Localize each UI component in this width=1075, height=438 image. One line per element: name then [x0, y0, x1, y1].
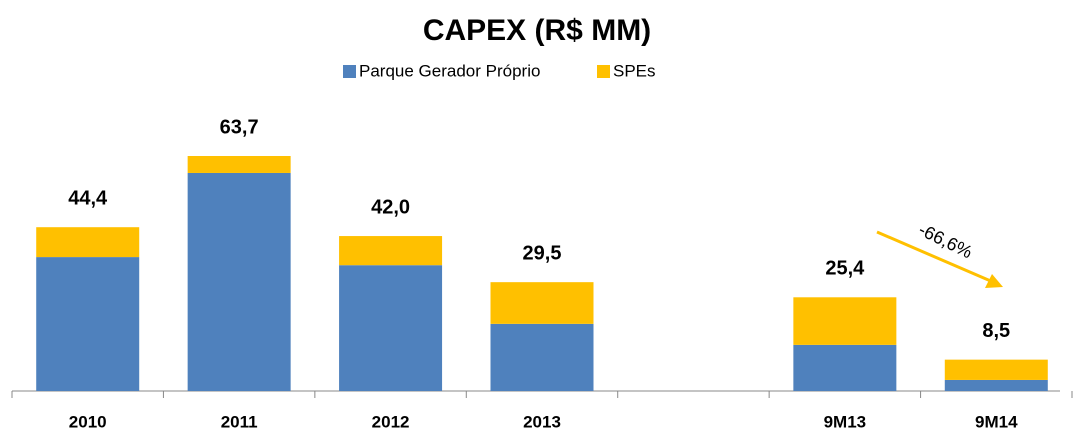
bar-segment — [339, 236, 443, 266]
bar-segment — [793, 297, 897, 345]
bar-segment — [187, 172, 291, 391]
bar-segment — [36, 257, 140, 391]
arrow — [876, 230, 994, 284]
chart-title: CAPEX (R$ MM) — [423, 14, 651, 47]
x-tick-label: 9M13 — [824, 412, 867, 431]
bar-segment — [187, 156, 291, 173]
arrow-head — [985, 274, 1003, 288]
total-label: 8,5 — [982, 320, 1010, 342]
total-label: 44,4 — [68, 187, 108, 209]
x-tick-label: 2011 — [221, 412, 258, 431]
total-label: 42,0 — [371, 196, 410, 218]
legend-swatch — [343, 65, 356, 78]
legend-swatch — [597, 65, 610, 78]
bar-segment — [339, 265, 443, 391]
x-tick-label: 2013 — [523, 412, 561, 431]
total-label: 25,4 — [825, 258, 865, 280]
x-tick-label: 2010 — [69, 412, 107, 431]
bar-segment — [793, 344, 897, 391]
bar-segment — [490, 282, 594, 324]
total-label: 63,7 — [220, 116, 259, 138]
bar-segment — [36, 227, 140, 258]
x-tick-label: 9M14 — [975, 412, 1018, 431]
x-tick-label: 2012 — [372, 412, 410, 431]
annotation: -66,6% — [916, 219, 976, 262]
bar-segment — [490, 323, 594, 391]
total-label: 29,5 — [523, 242, 562, 264]
bar-segment — [944, 359, 1048, 380]
bar-segment — [944, 379, 1048, 391]
legend-label: SPEs — [613, 61, 656, 80]
legend-label: Parque Gerador Próprio — [359, 61, 540, 80]
